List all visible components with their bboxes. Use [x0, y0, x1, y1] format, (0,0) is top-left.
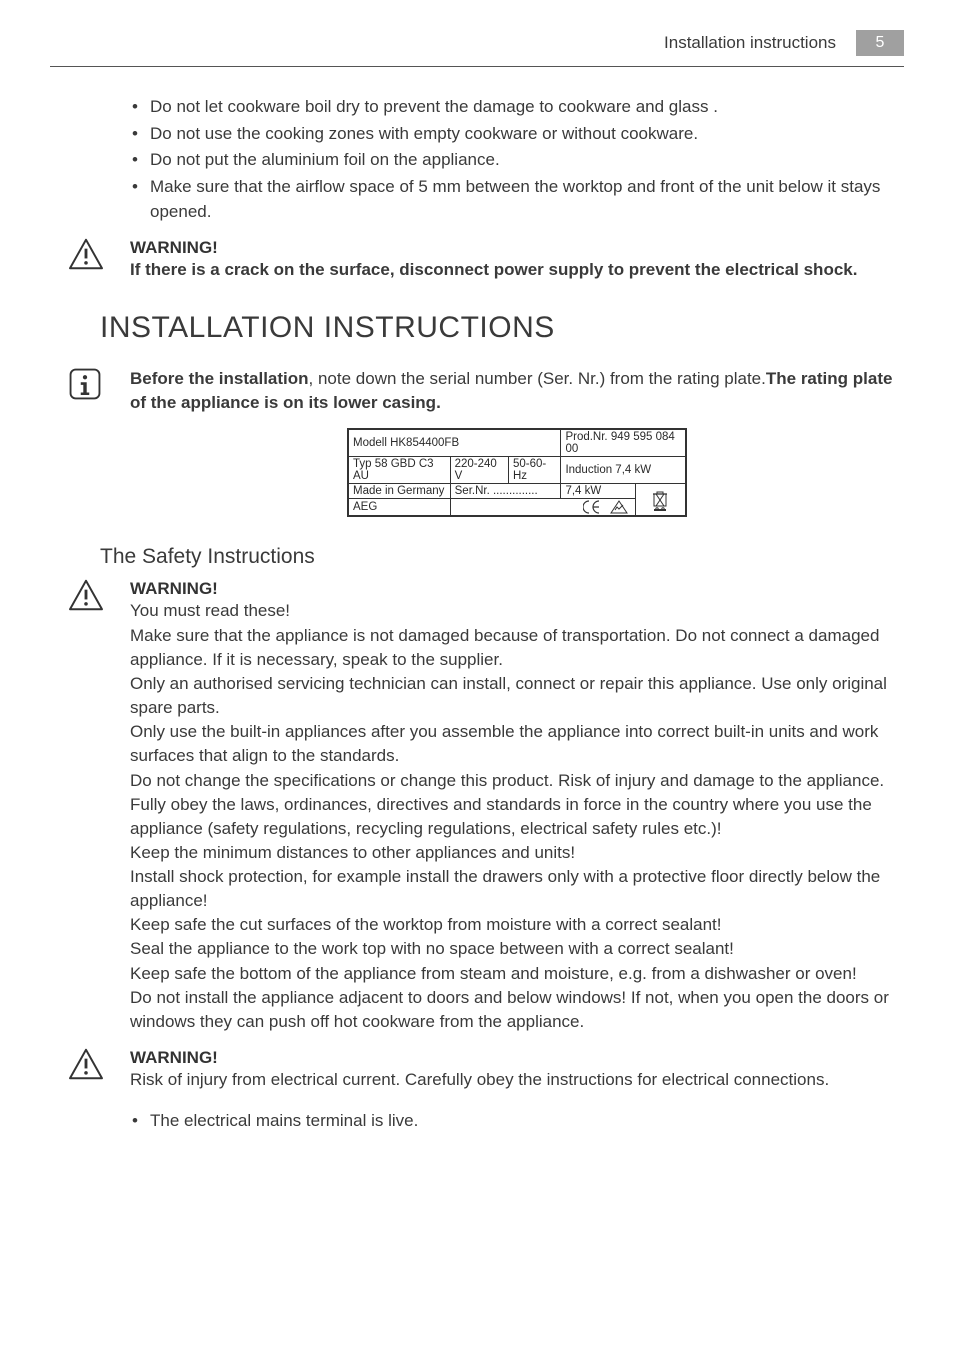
- bottom-bullet-list: The electrical mains terminal is live.: [130, 1109, 904, 1134]
- list-item: The electrical mains terminal is live.: [130, 1109, 904, 1134]
- plate-prod: Prod.Nr. 949 595 084 00: [561, 429, 686, 457]
- plate-voltage: 220-240 V: [450, 457, 508, 484]
- safety-para: Do not install the appliance adjacent to…: [130, 986, 904, 1034]
- rating-plate: Modell HK854400FB Prod.Nr. 949 595 084 0…: [347, 428, 687, 517]
- header-title: Installation instructions: [664, 33, 836, 53]
- warning-block-1: WARNING! If there is a crack on the surf…: [50, 238, 904, 283]
- sub-heading: The Safety Instructions: [100, 545, 904, 569]
- plate-ser: Ser.Nr. ..............: [450, 484, 561, 499]
- safety-paragraphs: Make sure that the appliance is not dama…: [130, 624, 904, 1034]
- plate-kw: 7,4 kW: [561, 484, 635, 499]
- list-item: Do not let cookware boil dry to prevent …: [130, 95, 904, 120]
- warning-lead: You must read these!: [130, 599, 904, 624]
- warning-label: WARNING!: [130, 238, 904, 258]
- safety-para: Only use the built-in appliances after y…: [130, 720, 904, 768]
- safety-para: Keep safe the bottom of the appliance fr…: [130, 962, 904, 986]
- info-block: Before the installation, note down the s…: [50, 367, 904, 517]
- warning-text: Risk of injury from electrical current. …: [130, 1068, 904, 1093]
- plate-made: Made in Germany: [348, 484, 450, 499]
- safety-para: Keep the minimum distances to other appl…: [130, 841, 904, 865]
- main-heading: INSTALLATION INSTRUCTIONS: [100, 311, 904, 345]
- warning-icon: [68, 238, 104, 274]
- plate-bin-icon: [635, 484, 686, 517]
- list-item: Do not put the aluminium foil on the app…: [130, 148, 904, 173]
- plate-brand: AEG: [348, 499, 450, 517]
- top-bullet-list: Do not let cookware boil dry to prevent …: [130, 95, 904, 224]
- safety-para: Fully obey the laws, ordinances, directi…: [130, 793, 904, 841]
- warning-label: WARNING!: [130, 579, 904, 599]
- plate-model: Modell HK854400FB: [348, 429, 561, 457]
- warning-block-2: WARNING! You must read these! Make sure …: [50, 579, 904, 1034]
- plate-typ: Typ 58 GBD C3 AU: [348, 457, 450, 484]
- safety-para: Keep safe the cut surfaces of the workto…: [130, 913, 904, 937]
- safety-para: Seal the appliance to the work top with …: [130, 937, 904, 961]
- plate-hz: 50-60-Hz: [508, 457, 560, 484]
- info-prefix: Before the installation: [130, 369, 309, 388]
- page-header: Installation instructions 5: [50, 30, 904, 67]
- list-item: Make sure that the airflow space of 5 mm…: [130, 175, 904, 224]
- warning-block-3: WARNING! Risk of injury from electrical …: [50, 1048, 904, 1093]
- safety-para: Do not change the specifications or chan…: [130, 769, 904, 793]
- list-item: Do not use the cooking zones with empty …: [130, 122, 904, 147]
- plate-induction: Induction 7,4 kW: [561, 457, 686, 484]
- safety-para: Only an authorised servicing technician …: [130, 672, 904, 720]
- safety-para: Make sure that the appliance is not dama…: [130, 624, 904, 672]
- page-number: 5: [856, 30, 904, 56]
- info-mid: , note down the serial number (Ser. Nr.)…: [309, 369, 766, 388]
- warning-text: If there is a crack on the surface, disc…: [130, 258, 904, 283]
- info-text: Before the installation, note down the s…: [130, 367, 904, 416]
- safety-para: Install shock protection, for example in…: [130, 865, 904, 913]
- warning-icon: [68, 1048, 104, 1084]
- warning-icon: [68, 579, 104, 615]
- info-icon: [68, 367, 104, 403]
- warning-label: WARNING!: [130, 1048, 904, 1068]
- plate-ce-icon: [450, 499, 635, 517]
